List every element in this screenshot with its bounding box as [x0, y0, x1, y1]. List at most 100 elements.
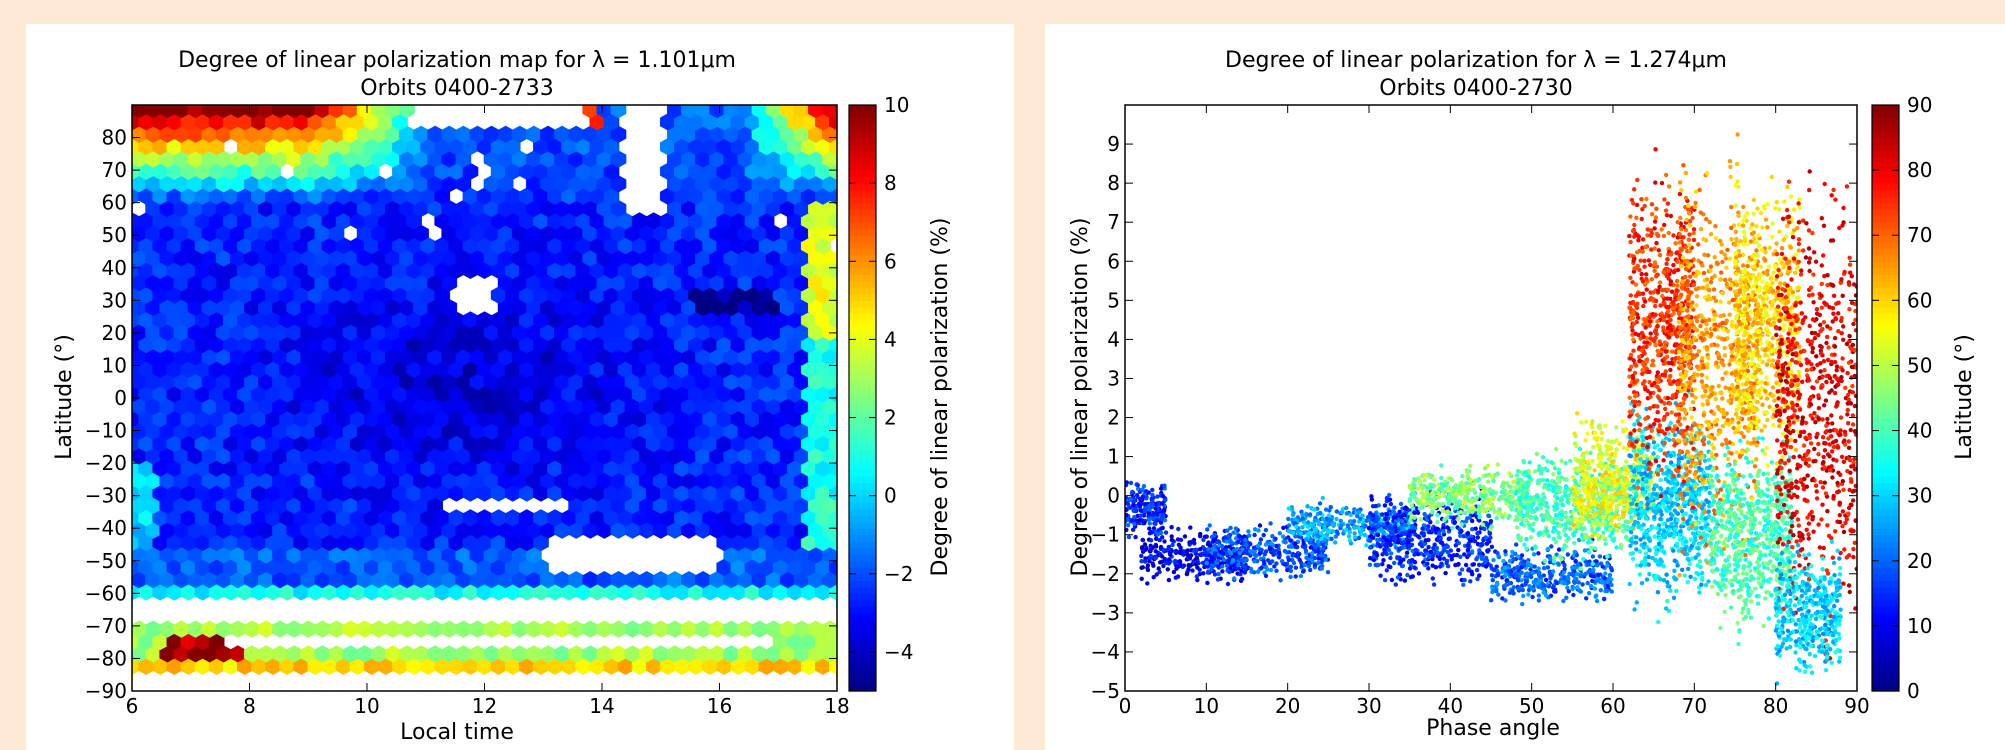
scatter-point: [1479, 554, 1484, 559]
scatter-point: [1187, 555, 1192, 560]
scatter-point: [1392, 560, 1397, 566]
scatter-point: [1346, 534, 1352, 539]
scatter-point: [1232, 576, 1237, 581]
left-colorbar-step: [849, 209, 876, 217]
hexbin-cell: [342, 620, 359, 638]
scatter-point: [1308, 567, 1313, 573]
hexbin-cell: [230, 76, 245, 93]
left-colorbar-step: [849, 671, 876, 679]
scatter-point: [1575, 571, 1580, 577]
scatter-point: [1588, 583, 1594, 589]
scatter-point: [1206, 547, 1211, 552]
scatter-point: [1225, 581, 1231, 587]
scatter-point: [1440, 509, 1446, 514]
scatter-point: [1565, 552, 1570, 557]
scatter-point: [1541, 566, 1547, 571]
scatter-point: [1246, 533, 1252, 538]
scatter-point: [1160, 501, 1165, 506]
scatter-point: [1470, 505, 1476, 510]
scatter-point: [1430, 553, 1436, 559]
scatter-point: [1605, 563, 1610, 568]
scatter-point: [1392, 524, 1398, 529]
scatter-point: [1520, 601, 1525, 607]
scatter-point: [1456, 547, 1461, 553]
hexbin-cell: [314, 620, 331, 638]
scatter-point: [1454, 500, 1460, 505]
scatter-point: [1326, 529, 1331, 534]
scatter-point: [1412, 525, 1418, 531]
scatter-point: [1470, 509, 1475, 515]
right-y-axis-label: Degree of linear polarization (%): [1068, 218, 1093, 577]
left-colorbar-step: [849, 137, 876, 145]
scatter-point: [1483, 564, 1489, 569]
scatter-point: [1600, 580, 1606, 585]
scatter-point: [1293, 574, 1298, 579]
scatter-point: [1423, 538, 1428, 543]
scatter-point: [1414, 497, 1419, 502]
left-colorbar-step: [849, 235, 876, 243]
scatter-point: [1410, 506, 1416, 511]
polarization-map-chart: Degree of linear polarization map for λ …: [52, 48, 953, 745]
scatter-point: [1160, 535, 1165, 540]
scatter-point: [1490, 491, 1495, 496]
hexbin-cell: [724, 76, 739, 93]
scatter-point: [1482, 493, 1487, 498]
scatter-point: [1572, 580, 1577, 585]
left-y-tick-label: −30: [85, 484, 127, 508]
hexbin-cell: [695, 620, 711, 638]
scatter-point: [1477, 484, 1483, 489]
left-colorbar-step: [849, 651, 876, 660]
scatter-point: [1153, 521, 1158, 526]
scatter-point: [1154, 536, 1159, 541]
scatter-point: [1151, 526, 1157, 531]
hexbin-cell: [526, 620, 542, 638]
scatter-point: [1537, 570, 1542, 575]
left-colorbar-step: [849, 248, 876, 256]
scatter-point: [1150, 492, 1155, 498]
left-colorbar-step: [849, 612, 876, 620]
scatter-point: [1303, 537, 1309, 542]
scatter-point: [1356, 535, 1362, 541]
scatter-point: [1521, 593, 1526, 599]
scatter-point: [1561, 598, 1566, 604]
scatter-point: [1379, 512, 1385, 517]
scatter-point: [1178, 549, 1183, 554]
left-colorbar-step: [849, 280, 876, 288]
left-colorbar-step: [849, 222, 876, 230]
scatter-point: [1175, 537, 1181, 542]
scatter-point: [1145, 563, 1151, 568]
hexbin-cell: [399, 105, 415, 119]
scatter-point: [1605, 579, 1610, 585]
scatter-point: [1206, 540, 1211, 545]
hexbin-cell: [807, 105, 811, 106]
scatter-point: [1400, 519, 1405, 524]
scatter-point: [1277, 531, 1282, 536]
scatter-point: [1382, 503, 1388, 508]
scatter-point: [1389, 531, 1394, 536]
scatter-point: [1456, 516, 1461, 521]
scatter-point: [1162, 539, 1167, 544]
scatter-point: [1545, 546, 1550, 552]
hexbin-cell: [172, 105, 176, 106]
scatter-point: [1507, 513, 1512, 518]
scatter-point: [1413, 547, 1418, 553]
scatter-point: [1151, 563, 1156, 568]
hexbin-cell: [188, 76, 203, 93]
scatter-point: [1417, 506, 1422, 511]
scatter-point: [1334, 509, 1339, 514]
scatter-point: [1288, 538, 1293, 543]
left-y-tick-label: −40: [85, 516, 127, 540]
scatter-point: [1524, 571, 1529, 576]
left-colorbar-step: [849, 378, 876, 386]
left-colorbar-step: [849, 638, 876, 647]
scatter-point: [1416, 571, 1422, 576]
scatter-point: [1368, 556, 1373, 561]
scatter-point: [1462, 577, 1467, 583]
scatter-point: [1470, 518, 1475, 524]
left-y-tick-label: −70: [85, 614, 127, 638]
scatter-point: [1465, 547, 1471, 553]
scatter-point: [1503, 565, 1508, 570]
scatter-point: [1425, 527, 1431, 532]
scatter-point: [1475, 531, 1480, 536]
scatter-point: [1131, 527, 1136, 532]
